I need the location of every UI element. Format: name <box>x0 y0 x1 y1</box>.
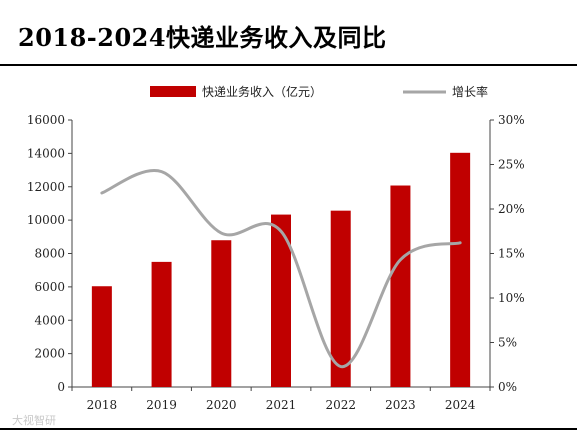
bar <box>450 152 471 387</box>
chart-title: 2018-2024快递业务收入及同比 <box>18 23 387 52</box>
x-tick-label: 2023 <box>385 398 416 412</box>
bar <box>151 261 172 387</box>
x-tick-label: 2022 <box>325 398 356 412</box>
y-left-tick-label: 0 <box>57 380 65 394</box>
bar <box>211 240 232 387</box>
y-right-tick-label: 5% <box>498 336 517 350</box>
y-left-tick-label: 10000 <box>27 213 65 227</box>
watermark-text: 大视智研 <box>12 413 56 427</box>
x-tick-label: 2021 <box>266 398 297 412</box>
bar <box>390 185 411 387</box>
watermark: 大视智研 <box>12 413 56 427</box>
legend-bar-label: 快递业务收入（亿元） <box>202 84 322 99</box>
x-tick-label: 2018 <box>87 398 118 412</box>
bars <box>91 152 471 387</box>
bar <box>91 286 112 387</box>
legend-bar-swatch <box>150 86 196 97</box>
y-right-tick-label: 0% <box>498 380 517 394</box>
y-right-tick-label: 20% <box>498 202 525 216</box>
y-right-tick-label: 15% <box>498 247 525 261</box>
y-left-tick-label: 2000 <box>34 347 65 361</box>
bottom-rule <box>0 428 577 430</box>
growth-line-path <box>100 168 462 369</box>
y-left-tick-label: 12000 <box>27 180 65 194</box>
legend-line-label: 增长率 <box>452 84 488 99</box>
y-left-tick-label: 8000 <box>34 247 65 261</box>
x-tick-label: 2019 <box>146 398 177 412</box>
y-left-tick-label: 4000 <box>34 313 65 327</box>
growth-line <box>100 168 462 369</box>
y-right-tick-label: 30% <box>498 113 525 127</box>
y-left-tick-label: 6000 <box>34 280 65 294</box>
y-left-tick-label: 16000 <box>27 113 65 127</box>
y-right-tick-label: 25% <box>498 158 525 172</box>
axes: 0 2000 4000 6000 8000 10000 12000 14000 16000 0% 5… <box>27 113 525 412</box>
x-tick-label: 2020 <box>206 398 237 412</box>
bar <box>271 214 291 387</box>
y-right-tick-label: 10% <box>498 291 525 305</box>
x-tick-label: 2024 <box>445 398 476 412</box>
legend: 快递业务收入（亿元） 增长率 <box>150 84 488 99</box>
title-underline <box>0 64 577 66</box>
bar <box>330 210 351 387</box>
y-left-tick-label: 14000 <box>27 146 65 160</box>
